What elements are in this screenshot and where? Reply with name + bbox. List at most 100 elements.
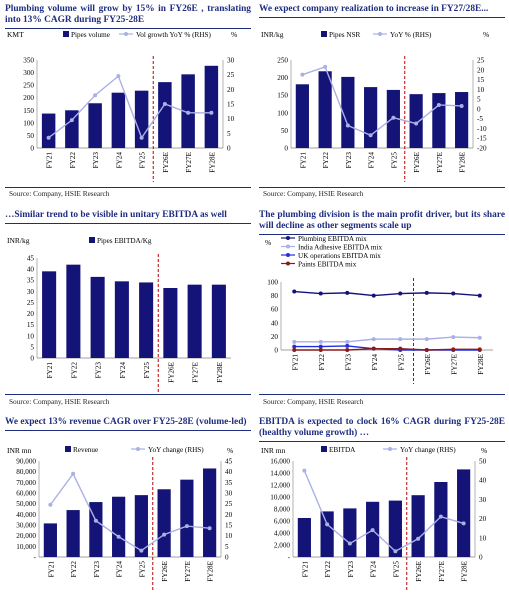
y2-tick-label: 20 xyxy=(227,86,235,94)
series-point-1 xyxy=(318,339,323,344)
series-point-1 xyxy=(139,135,144,140)
legend-swatch-bar xyxy=(63,31,69,37)
legend-swatch-point xyxy=(388,447,392,451)
series-point-1 xyxy=(477,335,482,340)
series-point-1 xyxy=(461,521,466,526)
series-point-1 xyxy=(436,102,441,107)
bar-fy21 xyxy=(297,518,311,557)
x-tick-label: FY21 xyxy=(47,561,55,578)
series-point-0 xyxy=(424,290,429,295)
y2-tick-label: 0 xyxy=(225,554,229,562)
legend-label: Pipes volume xyxy=(71,31,110,39)
x-tick-label: FY22 xyxy=(70,362,78,379)
x-tick-label: FY24 xyxy=(115,152,123,169)
series-point-2 xyxy=(318,344,323,349)
x-tick-label: FY23 xyxy=(347,561,355,578)
bar-fy22 xyxy=(66,510,80,557)
y-tick-label: 250 xyxy=(277,57,288,65)
series-point-1 xyxy=(368,133,373,138)
y2-tick-label: 0 xyxy=(477,105,481,113)
bar-fy28e xyxy=(455,92,469,148)
series-point-1 xyxy=(414,121,419,126)
series-line-1 xyxy=(303,470,464,553)
y-tick-label: 40 xyxy=(271,319,279,327)
panel-title: The plumbing division is the main profit… xyxy=(259,210,505,235)
panel-ebitda: EBITDA is expected to clock 16% CAGR dur… xyxy=(259,417,505,442)
x-tick-label: FY26E xyxy=(424,353,432,374)
series-point-2 xyxy=(292,344,297,349)
y-tick-label: 45 xyxy=(27,255,35,263)
series-point-1 xyxy=(345,339,350,344)
y2-axis-unit-label: % xyxy=(481,446,487,455)
x-tick-label: FY28E xyxy=(207,560,215,581)
y2-tick-label: 20 xyxy=(479,515,487,523)
y-tick-label: 100 xyxy=(23,119,34,127)
bar-fy25 xyxy=(139,282,154,358)
y2-axis-unit-label: % xyxy=(483,30,489,39)
y-tick-label: 40,000 xyxy=(16,511,36,519)
series-point-1 xyxy=(46,135,51,140)
series-point-3 xyxy=(371,346,376,351)
bar-fy26e xyxy=(158,82,172,148)
bar-fy26e xyxy=(157,489,171,557)
legend-swatch-point xyxy=(286,261,290,266)
y-tick-label: 4,000 xyxy=(274,530,291,538)
series-point-1 xyxy=(116,74,121,79)
x-tick-label: FY28E xyxy=(208,151,216,172)
series-point-1 xyxy=(162,102,167,106)
y2-axis-unit-label: % xyxy=(231,30,237,39)
series-point-0 xyxy=(345,290,350,295)
bar-fy24 xyxy=(364,87,378,148)
y2-tick-label: 5 xyxy=(477,96,481,104)
bar-fy27e xyxy=(187,284,202,358)
series-point-1 xyxy=(323,64,328,69)
x-tick-label: FY21 xyxy=(301,561,309,578)
x-tick-label: FY24 xyxy=(368,152,376,169)
x-tick-label: FY23 xyxy=(345,152,353,169)
y-axis-unit-label: INR/kg xyxy=(7,236,30,245)
bar-fy21 xyxy=(43,523,57,557)
x-tick-label: FY25 xyxy=(143,362,151,379)
y-tick-label: 30,000 xyxy=(16,522,36,530)
series-point-1 xyxy=(302,468,307,473)
legend-label: Vol growth YoY % (RHS) xyxy=(136,31,211,39)
y-tick-label: 40 xyxy=(27,266,35,274)
series-point-0 xyxy=(318,291,323,296)
panel-title: We expect 13% revenue CAGR over FY25-28E… xyxy=(5,417,251,431)
series-line-0 xyxy=(294,290,480,297)
bar-fy27e xyxy=(180,479,194,557)
x-tick-label: FY25 xyxy=(392,561,400,578)
y2-tick-label: -10 xyxy=(477,125,487,133)
y-tick-label: 100 xyxy=(277,109,288,117)
panel-title: We expect company realization to increas… xyxy=(259,4,505,18)
source-note: Source: Company, HSIE Research xyxy=(263,397,364,406)
y-tick-label: 50,000 xyxy=(16,500,36,508)
y-tick-label: - xyxy=(34,554,37,562)
bar-fy22 xyxy=(66,264,81,358)
legend-label: YoY change (RHS) xyxy=(148,446,204,454)
series-point-1 xyxy=(347,541,352,546)
y2-tick-label: 40 xyxy=(479,477,487,485)
x-tick-label: FY23 xyxy=(95,362,103,379)
x-tick-label: FY22 xyxy=(322,152,330,169)
y-axis-unit-label: KMT xyxy=(7,30,24,39)
y-axis-unit-label: INR mn xyxy=(261,446,286,455)
series-point-1 xyxy=(48,502,53,507)
x-tick-label: FY27E xyxy=(450,353,458,374)
series-point-1 xyxy=(162,532,167,537)
x-tick-label: FY26E xyxy=(167,361,175,382)
x-tick-label: FY25 xyxy=(397,354,405,371)
legend-swatch-point xyxy=(286,244,290,249)
legend-label: UK operations EBITDA mix xyxy=(298,252,381,260)
series-point-1 xyxy=(209,110,214,115)
bar-fy21 xyxy=(42,271,57,358)
y-tick-label: 80,000 xyxy=(16,468,36,476)
y2-tick-label: 25 xyxy=(227,71,235,79)
series-point-2 xyxy=(345,343,350,348)
y-tick-label: 60 xyxy=(271,306,279,314)
y-tick-label: 0 xyxy=(274,347,278,355)
bar-fy23 xyxy=(90,276,105,358)
bar-fy26e xyxy=(409,94,423,148)
source-divider xyxy=(259,187,505,188)
y2-tick-label: 20 xyxy=(477,66,485,74)
